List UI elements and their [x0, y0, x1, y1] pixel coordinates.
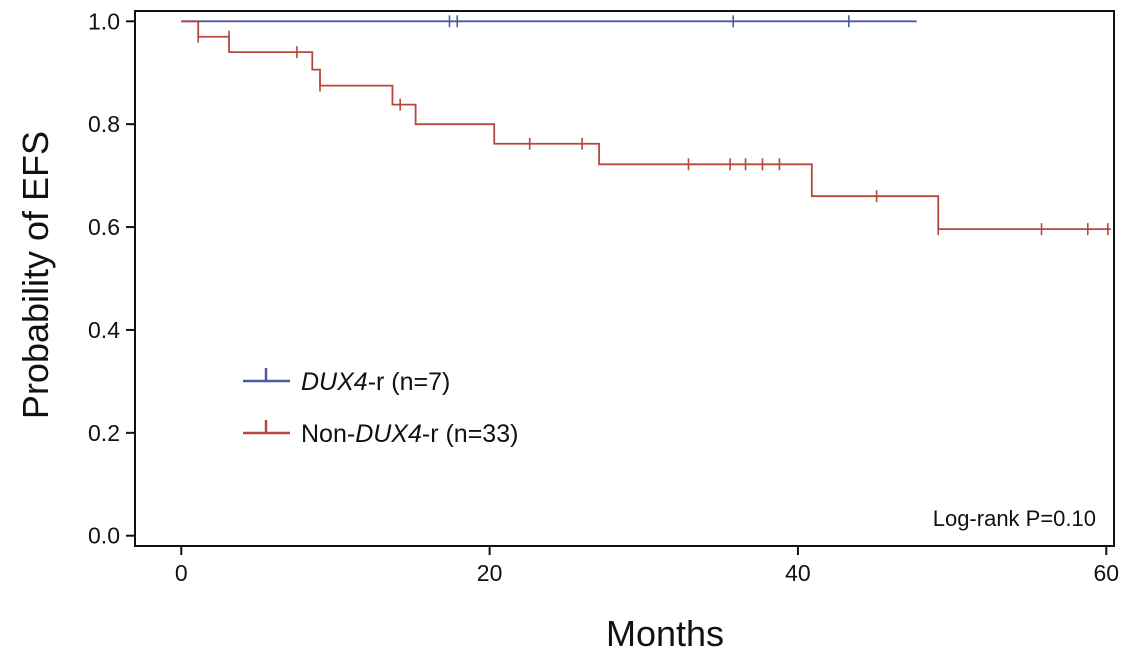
- series-0: [181, 15, 917, 28]
- series-layer: [181, 15, 1111, 236]
- plot-frame: [134, 10, 1115, 547]
- legend: DUX4-r (n=7) Non-DUX4-r (n=33): [243, 368, 518, 448]
- y-tick-label-5: 1.0: [88, 8, 120, 34]
- y-axis: 0.0 0.2 0.4 0.6 0.8 1.0: [88, 8, 135, 549]
- y-tick-label-1: 0.2: [88, 420, 120, 446]
- legend-item-non-dux4: Non-DUX4-r (n=33): [243, 420, 518, 448]
- x-axis: 0 20 40 60: [175, 546, 1119, 586]
- x-tick-label-1: 20: [477, 560, 503, 586]
- y-tick-label-2: 0.4: [88, 317, 120, 343]
- x-axis-title: Months: [606, 613, 724, 654]
- legend-label-non-dux4: Non-DUX4-r (n=33): [301, 420, 518, 448]
- log-rank-annotation: Log-rank P=0.10: [933, 506, 1096, 531]
- series-line-1: [181, 20, 1111, 231]
- y-tick-label-3: 0.6: [88, 214, 120, 240]
- legend-label-dux4: DUX4-r (n=7): [301, 368, 450, 396]
- y-axis-title: Probability of EFS: [15, 131, 56, 419]
- x-tick-label-0: 0: [175, 560, 188, 586]
- x-tick-label-2: 40: [785, 560, 811, 586]
- series-1: [181, 20, 1111, 236]
- y-tick-label-4: 0.8: [88, 111, 120, 137]
- y-tick-label-0: 0.0: [88, 523, 120, 549]
- x-tick-label-3: 60: [1093, 560, 1119, 586]
- legend-item-dux4: DUX4-r (n=7): [243, 368, 450, 396]
